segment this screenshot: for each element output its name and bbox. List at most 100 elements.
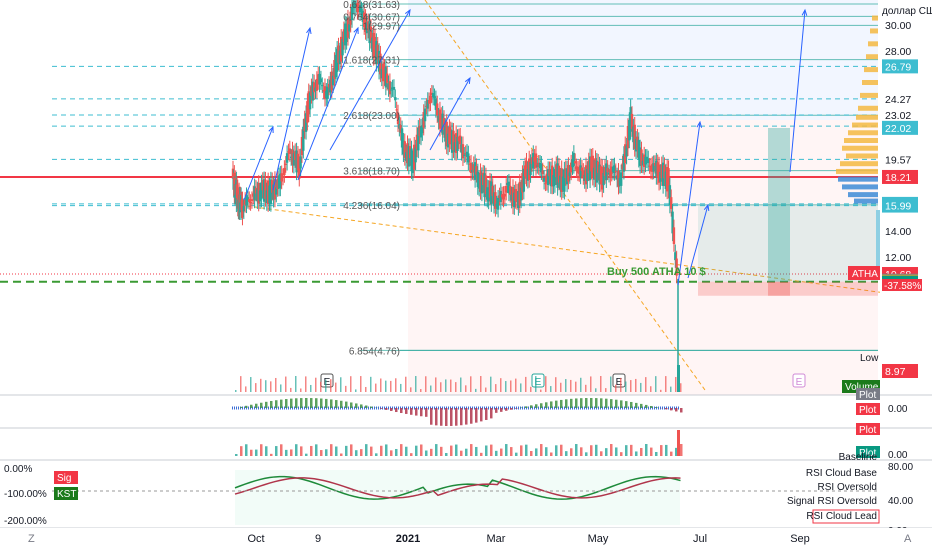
rsi-cloud [235,470,680,525]
volume-bar [615,384,617,392]
histogram-bar [290,449,293,456]
price-axis-label-bg [882,198,918,213]
volume-bar [620,377,622,392]
candle-body [433,96,436,98]
rsi-legend-item[interactable]: Signal RSI Oversold [787,496,877,507]
macd-bar [520,407,523,408]
histogram-bar [570,448,573,456]
projection-arrow [272,27,311,191]
rsi-legend-item[interactable]: RSI Cloud Base [806,468,878,479]
price-axis-label[interactable]: 22.02 [882,120,918,135]
candle-body [427,100,431,104]
candle-body [595,160,599,183]
histogram-bar [420,444,423,456]
candle-body [610,166,613,174]
candle-body [596,161,600,173]
price-axis-label-text: 30.00 [885,20,911,32]
corner-right-label[interactable]: A [904,533,912,545]
volume-bar [260,378,262,392]
plot-badge[interactable]: Plot [856,423,880,436]
macd-bar [515,408,518,409]
volume-bar [580,377,582,392]
candle-body [500,194,504,198]
projection-arrow [677,121,701,286]
price-axis[interactable]: доллар США30.0028.0026.7924.2723.0222.15… [848,0,932,550]
histogram-bar [650,447,653,456]
volume-bar [555,377,557,392]
volume-bar [425,376,427,392]
price-axis-label-text: 15.99 [885,201,911,213]
volume-bar [665,376,667,392]
price-axis-label[interactable]: 8.97 [882,364,918,378]
volume-bar [677,365,680,392]
earnings-marker[interactable]: E [792,373,806,388]
macd-bar [630,401,633,408]
price-axis-label[interactable]: 15.99 [882,198,918,213]
earnings-marker[interactable]: E [612,373,626,388]
plot-badge[interactable]: Plot [856,403,880,416]
histogram-bar [400,444,403,456]
corner-left-label[interactable]: Z [28,533,35,545]
candle-body [670,197,673,209]
candle-body [280,173,283,182]
rsi-badge[interactable]: KST [54,487,78,500]
price-axis-label[interactable]: 24.27 [885,94,911,106]
volume-profile-bar [858,105,878,111]
price-axis-label-bg [882,169,918,184]
plot-badge[interactable]: Plot [856,388,880,401]
candle-body [348,24,351,32]
arrow-head [703,203,710,212]
candle-body [556,163,559,188]
candle-body [619,172,623,186]
volume-bar [235,390,237,392]
candle-body [617,170,620,187]
histogram-bar [260,444,263,456]
volume-profile-bar [870,28,878,34]
price-axis-label[interactable]: 26.79 [882,59,918,74]
candle-body [333,59,336,79]
candle-body [354,4,358,6]
candle-body [444,126,447,142]
rsi-legend-item[interactable]: RSI Cloud Lead [806,509,880,524]
price-axis-label[interactable]: 18.21 [882,169,918,184]
macd-bar [670,408,673,411]
histogram-bar [630,444,633,456]
candle-body [302,126,305,151]
price-axis-label[interactable]: 12.00 [885,252,911,264]
price-axis-label-bg [882,364,918,378]
candle-body [345,24,348,42]
plot-badge-bg [856,388,880,400]
price-axis-label[interactable]: 23.02 [885,110,911,122]
macd-bar [640,403,643,408]
rsi-legend-item[interactable]: Baseline [839,452,878,463]
time-axis[interactable]: Oct 9 2021 Mar May Jul Sep Z A [0,528,932,550]
candle-body [574,161,577,164]
volume-bar [345,385,347,392]
candle-body [319,78,323,83]
candle-body [450,130,454,153]
macd-bar [335,400,338,408]
price-axis-label[interactable]: 30.00 [885,20,911,32]
rsi-badge[interactable]: Sig [54,471,78,484]
volume-bar [490,376,492,392]
macd-bar [435,408,438,426]
macd-bar [300,398,303,408]
candle-body [446,133,450,148]
price-axis-label[interactable]: 19.57 [885,154,911,166]
ticker-badge[interactable]: ATHA [848,266,880,280]
histogram-bar [355,450,358,456]
histogram-bar [345,445,348,456]
macd-bar [635,402,638,408]
earnings-marker[interactable]: E [531,373,545,388]
volume-profile-bar [868,41,878,47]
price-axis-label[interactable]: 28.00 [885,46,911,58]
price-axis-label[interactable]: 14.00 [885,226,911,238]
histogram-bar [575,444,578,456]
rsi-legend-item[interactable]: RSI Oversold [818,482,877,493]
plot-badge[interactable]: Plot [856,446,880,459]
candle-body [665,166,669,192]
arrow-head [464,76,471,85]
candle-body [464,153,467,155]
macd-bar [350,402,353,408]
